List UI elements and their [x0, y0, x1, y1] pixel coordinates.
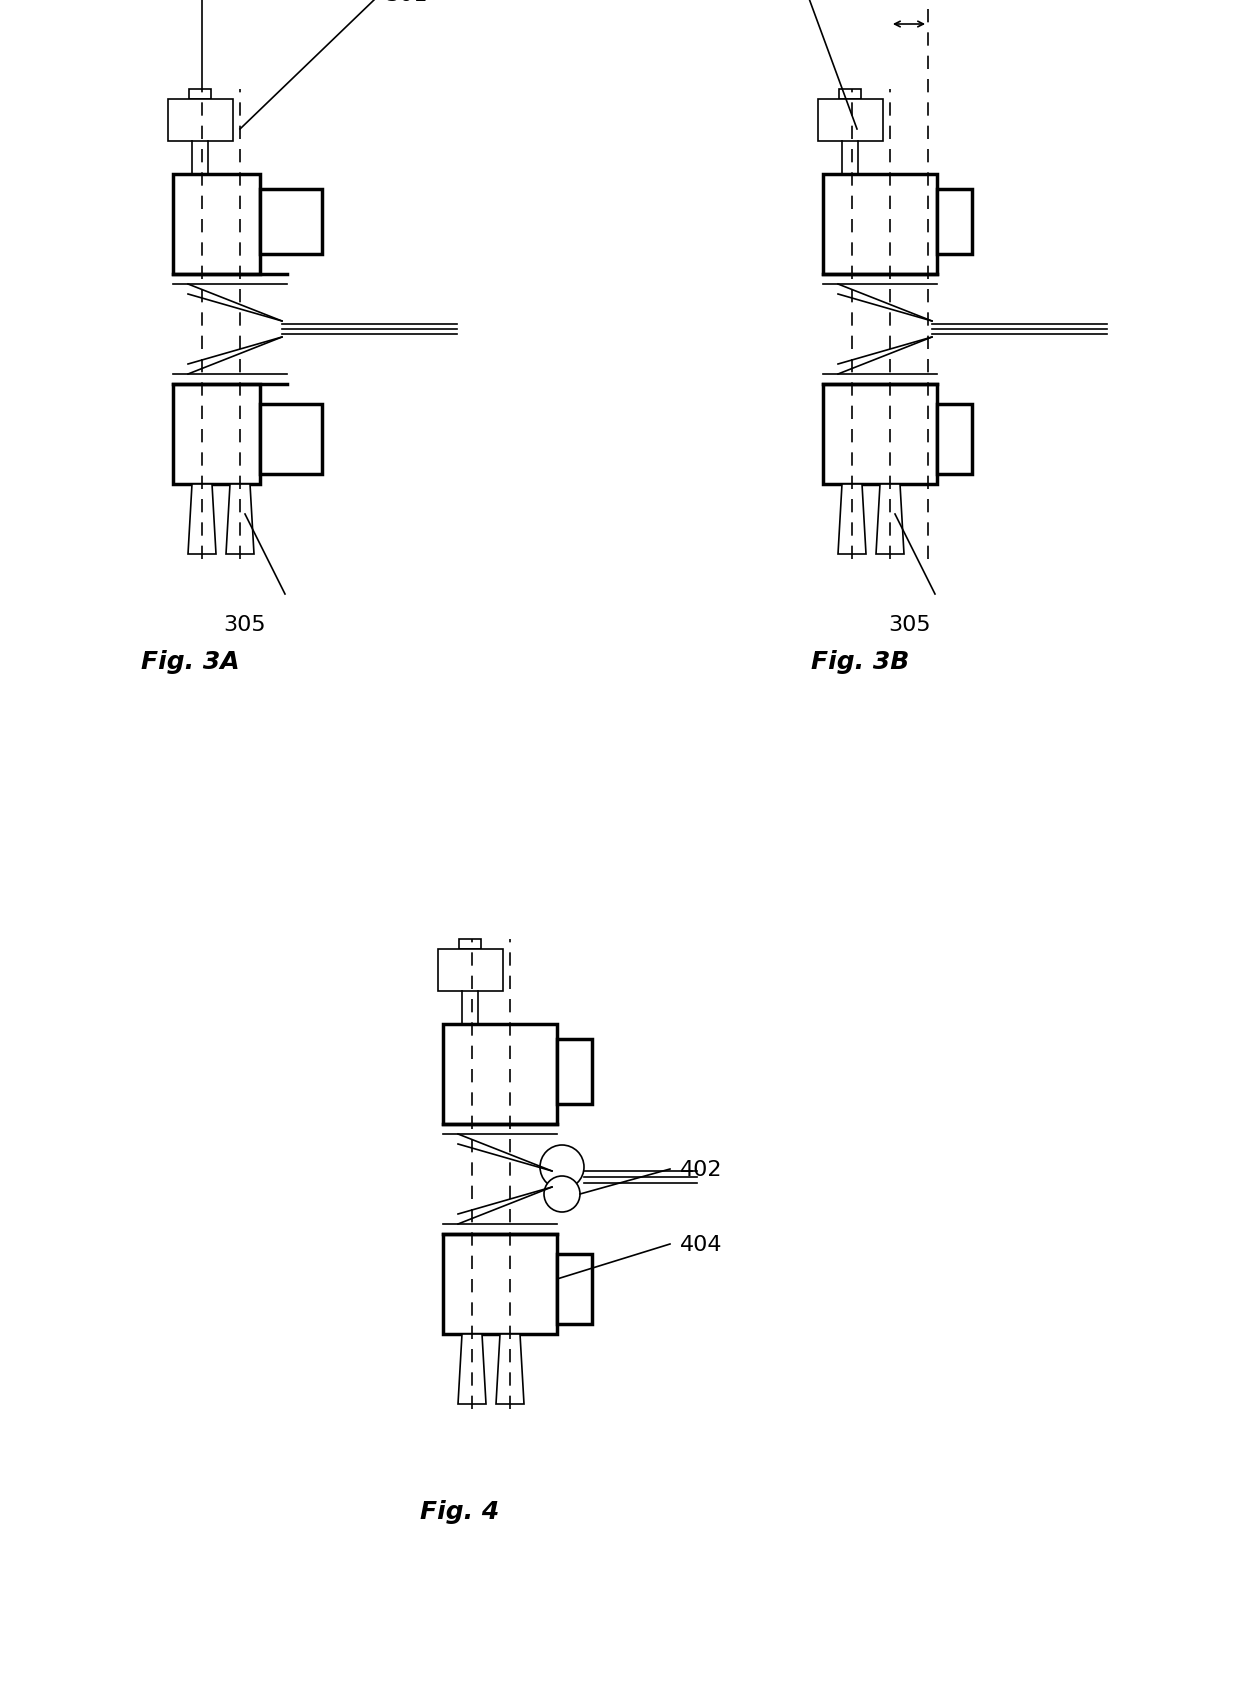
- Polygon shape: [502, 1339, 518, 1388]
- Bar: [174, 176, 260, 275]
- Bar: [188, 90, 211, 100]
- Polygon shape: [188, 485, 216, 554]
- Text: Fig. 4: Fig. 4: [420, 1500, 500, 1523]
- Polygon shape: [882, 490, 898, 540]
- Text: 402: 402: [680, 1159, 723, 1179]
- Polygon shape: [232, 490, 248, 540]
- Bar: [459, 939, 481, 949]
- Bar: [937, 405, 972, 475]
- Polygon shape: [496, 1334, 525, 1404]
- Bar: [167, 100, 233, 142]
- Bar: [260, 405, 322, 475]
- Polygon shape: [875, 485, 904, 554]
- Bar: [443, 1025, 557, 1125]
- Text: Fig. 3B: Fig. 3B: [811, 650, 909, 674]
- Polygon shape: [464, 1339, 480, 1388]
- Text: 305: 305: [223, 615, 267, 635]
- Text: 301: 301: [384, 0, 428, 5]
- Bar: [438, 949, 502, 991]
- Polygon shape: [838, 485, 866, 554]
- Bar: [260, 189, 322, 255]
- Bar: [557, 1039, 591, 1105]
- Text: Fig. 3A: Fig. 3A: [140, 650, 239, 674]
- Bar: [823, 176, 937, 275]
- Bar: [839, 90, 861, 100]
- Circle shape: [539, 1145, 584, 1189]
- Bar: [443, 1235, 557, 1334]
- Bar: [557, 1255, 591, 1324]
- Bar: [823, 385, 937, 485]
- Bar: [174, 385, 260, 485]
- Polygon shape: [193, 490, 210, 540]
- Bar: [817, 100, 883, 142]
- Polygon shape: [844, 490, 861, 540]
- Text: 404: 404: [680, 1235, 723, 1255]
- Bar: [937, 189, 972, 255]
- Polygon shape: [226, 485, 254, 554]
- Polygon shape: [458, 1334, 486, 1404]
- Circle shape: [544, 1176, 580, 1213]
- Text: 305: 305: [889, 615, 931, 635]
